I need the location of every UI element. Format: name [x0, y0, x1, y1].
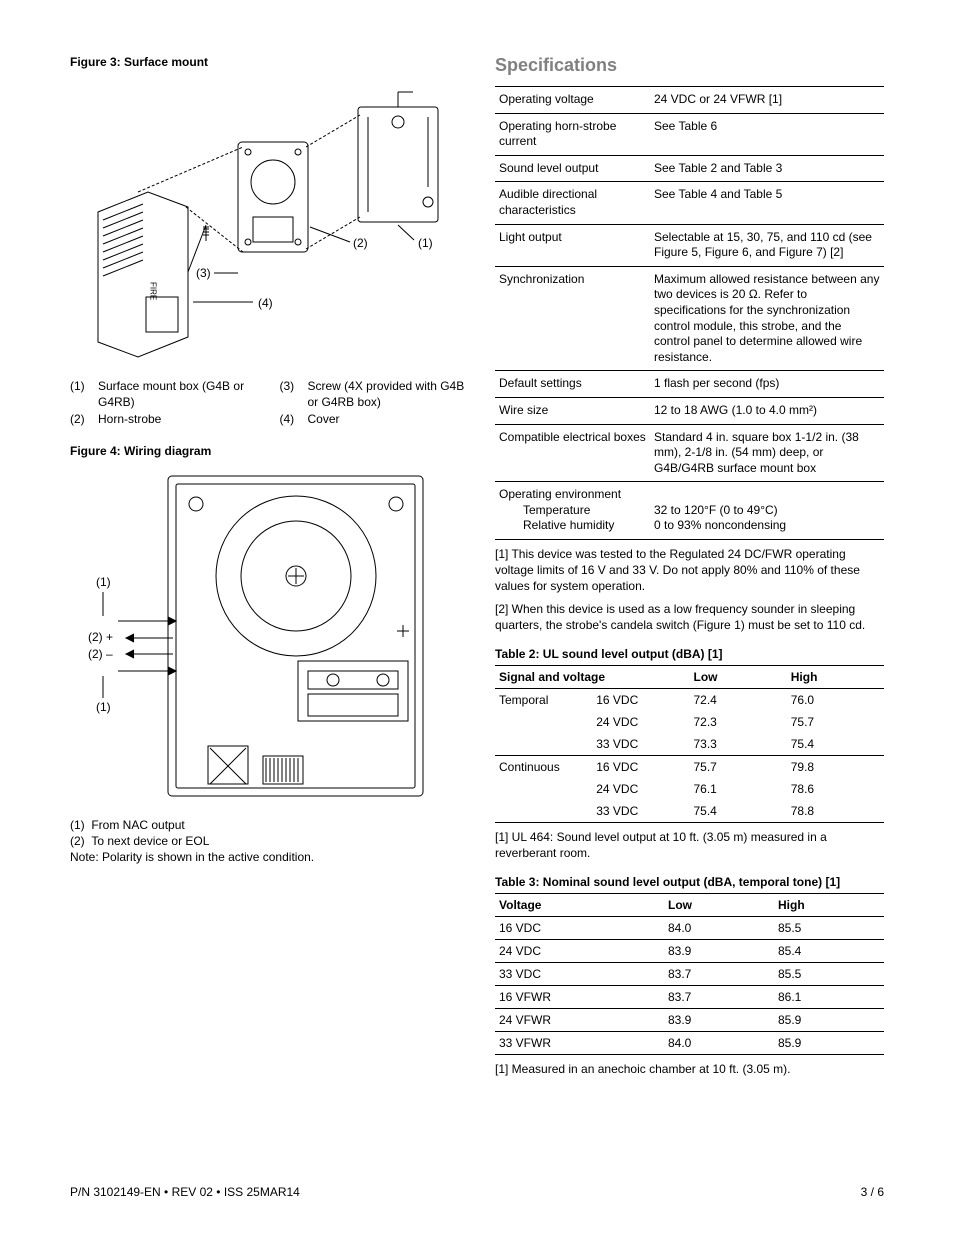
table3: VoltageLowHigh 16 VDC84.085.524 VDC83.98… [495, 893, 884, 1055]
figure3-caption: Figure 3: Surface mount [70, 55, 465, 69]
table3-footnote: [1] Measured in an anechoic chamber at 1… [495, 1061, 884, 1077]
page-content: Figure 3: Surface mount [70, 55, 884, 1078]
footer-left: P/N 3102149-EN • REV 02 • ISS 25MAR14 [70, 1185, 300, 1199]
table-cell: 24 VDC [495, 940, 664, 963]
spec-label: Light output [495, 224, 650, 266]
table-cell [495, 711, 592, 733]
spec-label: Operating environmentTemperatureRelative… [495, 482, 650, 540]
figure3-legend: (1)Surface mount box (G4B or G4RB) (2)Ho… [70, 379, 465, 430]
page-footer: P/N 3102149-EN • REV 02 • ISS 25MAR14 3 … [70, 1185, 884, 1199]
svg-text:(3): (3) [196, 266, 211, 280]
spec-value: See Table 4 and Table 5 [650, 182, 884, 224]
table-cell: 24 VDC [592, 711, 689, 733]
svg-text:(1): (1) [96, 575, 111, 589]
table-cell: 78.6 [787, 778, 884, 800]
spec-value: 32 to 120°F (0 to 49°C)0 to 93% nonconde… [650, 482, 884, 540]
spec-value: 1 flash per second (fps) [650, 371, 884, 398]
spec-label: Compatible electrical boxes [495, 424, 650, 482]
table-cell: 83.7 [664, 963, 774, 986]
table-cell: 84.0 [664, 1032, 774, 1055]
spec-label: Wire size [495, 397, 650, 424]
left-column: Figure 3: Surface mount [70, 55, 465, 1078]
table-cell: 75.7 [787, 711, 884, 733]
table-cell: 86.1 [774, 986, 884, 1009]
specifications-table: Operating voltage24 VDC or 24 VFWR [1]Op… [495, 86, 884, 540]
table3-caption: Table 3: Nominal sound level output (dBA… [495, 875, 884, 889]
table-cell: 76.0 [787, 689, 884, 712]
table-cell [495, 800, 592, 823]
table-cell: 75.7 [690, 756, 787, 779]
table-cell: 85.5 [774, 963, 884, 986]
figure3-diagram: FIRE (1) (2) (3) (4) [70, 77, 465, 367]
table-cell: 83.9 [664, 940, 774, 963]
spec-value: Selectable at 15, 30, 75, and 110 cd (se… [650, 224, 884, 266]
table-cell: 16 VDC [495, 917, 664, 940]
table-cell: 16 VFWR [495, 986, 664, 1009]
spec-label: Sound level output [495, 155, 650, 182]
spec-label: Operating voltage [495, 87, 650, 114]
table-cell [495, 778, 592, 800]
svg-text:(1): (1) [418, 236, 433, 250]
specifications-heading: Specifications [495, 55, 884, 76]
table-cell: 78.8 [787, 800, 884, 823]
table-cell: 16 VDC [592, 689, 689, 712]
spec-value: 24 VDC or 24 VFWR [1] [650, 87, 884, 114]
table-cell: Temporal [495, 689, 592, 712]
table-cell: 33 VFWR [495, 1032, 664, 1055]
spec-label: Default settings [495, 371, 650, 398]
spec-label: Audible directional characteristics [495, 182, 650, 224]
svg-text:(1): (1) [96, 700, 111, 714]
spec-label: Operating horn-strobe current [495, 113, 650, 155]
table-cell: 33 VDC [592, 800, 689, 823]
table2-footnote: [1] UL 464: Sound level output at 10 ft.… [495, 829, 884, 861]
figure4-note: Note: Polarity is shown in the active co… [70, 850, 465, 864]
table-cell: 73.3 [690, 733, 787, 756]
table-cell: 83.7 [664, 986, 774, 1009]
svg-text:(2) +: (2) + [88, 630, 113, 644]
spec-label: Synchronization [495, 266, 650, 371]
figure4-svg: (1) (2) + (2) – (1) [88, 466, 448, 806]
table-cell: 33 VDC [495, 963, 664, 986]
table-cell: 85.4 [774, 940, 884, 963]
table-cell: Continuous [495, 756, 592, 779]
table-cell: 33 VDC [592, 733, 689, 756]
svg-text:(4): (4) [258, 296, 273, 310]
table-cell: 72.3 [690, 711, 787, 733]
table-cell: 24 VFWR [495, 1009, 664, 1032]
table-cell: 75.4 [690, 800, 787, 823]
table-cell: 76.1 [690, 778, 787, 800]
spec-value: Standard 4 in. square box 1-1/2 in. (38 … [650, 424, 884, 482]
figure3-svg: FIRE (1) (2) (3) (4) [78, 77, 458, 367]
table-cell: 85.9 [774, 1009, 884, 1032]
table-cell: 83.9 [664, 1009, 774, 1032]
table-cell: 24 VDC [592, 778, 689, 800]
figure4-caption: Figure 4: Wiring diagram [70, 444, 465, 458]
right-column: Specifications Operating voltage24 VDC o… [495, 55, 884, 1078]
spec-value: Maximum allowed resistance between any t… [650, 266, 884, 371]
table-cell: 84.0 [664, 917, 774, 940]
spec-footnote-1: [1] This device was tested to the Regula… [495, 546, 884, 595]
table-cell: 79.8 [787, 756, 884, 779]
svg-text:(2): (2) [353, 236, 368, 250]
figure4-legend: (1) From NAC output (2) To next device o… [70, 818, 465, 864]
table-cell: 75.4 [787, 733, 884, 756]
spec-footnote-2: [2] When this device is used as a low fr… [495, 601, 884, 633]
table-cell: 85.5 [774, 917, 884, 940]
svg-text:(2) –: (2) – [88, 647, 113, 661]
spec-value: See Table 6 [650, 113, 884, 155]
table-cell: 72.4 [690, 689, 787, 712]
spec-value: 12 to 18 AWG (1.0 to 4.0 mm²) [650, 397, 884, 424]
table-cell [495, 733, 592, 756]
table2-caption: Table 2: UL sound level output (dBA) [1] [495, 647, 884, 661]
spec-value: See Table 2 and Table 3 [650, 155, 884, 182]
table2: Signal and voltageLowHigh Temporal16 VDC… [495, 665, 884, 823]
table-cell: 16 VDC [592, 756, 689, 779]
table-cell: 85.9 [774, 1032, 884, 1055]
footer-right: 3 / 6 [861, 1185, 884, 1199]
figure4-diagram: (1) (2) + (2) – (1) [70, 466, 465, 806]
